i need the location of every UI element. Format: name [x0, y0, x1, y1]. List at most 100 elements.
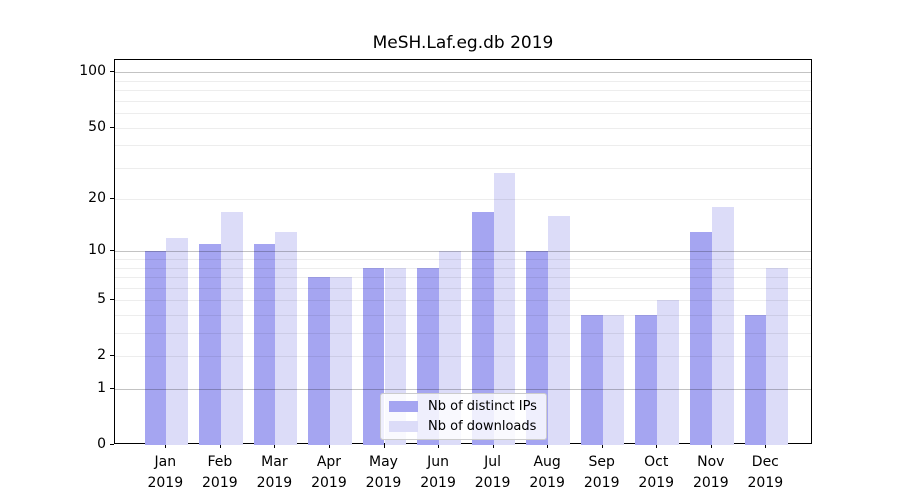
- gridline-5: [115, 300, 811, 302]
- x-label-nov: Nov 2019: [693, 452, 729, 494]
- x-label-year: 2019: [747, 475, 784, 491]
- x-label-month: Dec: [751, 454, 779, 470]
- bar-nb-of-downloads-feb: [220, 211, 243, 445]
- y-tick-label-50: 50: [88, 118, 106, 135]
- bar-nb-of-distinct-ips-dec: [744, 315, 767, 445]
- bar-nb-of-distinct-ips-oct: [635, 315, 658, 445]
- x-tick-jun: [438, 444, 440, 448]
- x-tick-jan: [165, 444, 167, 448]
- y-tick-label-0: 0: [97, 436, 106, 452]
- x-label-dec: Dec 2019: [748, 452, 784, 494]
- x-tick-nov: [710, 444, 712, 448]
- x-label-jun: Jun 2019: [420, 452, 456, 494]
- gridline-2: [115, 356, 811, 358]
- gridline-6: [115, 287, 811, 289]
- bar-nb-of-distinct-ips-mar: [253, 244, 276, 445]
- legend-label-nb-of-downloads: Nb of downloads: [428, 419, 537, 434]
- y-tick-label-2: 2: [97, 347, 106, 364]
- x-label-may: May 2019: [366, 452, 402, 494]
- bar-nb-of-distinct-ips-jul: [471, 211, 494, 445]
- gridline-20: [115, 199, 811, 201]
- gridline-1: [115, 389, 811, 391]
- bar-nb-of-downloads-jan: [166, 237, 189, 445]
- y-tick-label-10: 10: [88, 242, 106, 259]
- x-tick-mar: [274, 444, 276, 448]
- x-tick-oct: [656, 444, 658, 448]
- x-tick-aug: [547, 444, 549, 448]
- y-tick-label-1: 1: [97, 380, 106, 397]
- grid-layer: [115, 60, 811, 443]
- bar-nb-of-distinct-ips-nov: [690, 231, 712, 445]
- legend-label-nb-of-distinct-ips: Nb of distinct IPs: [428, 399, 537, 414]
- x-label-year: 2019: [638, 475, 675, 491]
- gridline-70: [115, 100, 811, 102]
- gridline-100: [115, 72, 811, 74]
- x-label-month: Jun: [427, 454, 449, 470]
- x-label-month: May: [369, 454, 398, 470]
- gridline-3: [115, 333, 811, 335]
- gridline-10: [115, 251, 811, 253]
- y-tick-5: [110, 299, 114, 301]
- x-label-mar: Mar 2019: [257, 452, 293, 494]
- x-label-year: 2019: [147, 475, 184, 491]
- x-label-year: 2019: [365, 475, 402, 491]
- bar-nb-of-downloads-apr: [329, 277, 352, 445]
- x-label-year: 2019: [311, 475, 347, 491]
- gridline-40: [115, 145, 811, 147]
- gridline-90: [115, 80, 811, 82]
- legend-swatch-nb-of-distinct-ips: [389, 401, 418, 412]
- x-tick-feb: [219, 444, 221, 448]
- y-tick-0: [110, 444, 114, 445]
- x-label-year: 2019: [529, 475, 565, 491]
- y-tick-10: [110, 250, 114, 252]
- gridline-7: [115, 277, 811, 279]
- gridline-50: [115, 127, 811, 129]
- y-tick-1: [110, 388, 114, 390]
- y-tick-label-5: 5: [97, 291, 106, 308]
- x-label-month: Aug: [533, 454, 561, 470]
- x-label-year: 2019: [692, 475, 729, 491]
- bar-nb-of-distinct-ips-sep: [580, 315, 603, 445]
- legend-swatch-nb-of-downloads: [389, 421, 418, 432]
- x-label-year: 2019: [256, 475, 293, 491]
- x-label-month: Mar: [261, 454, 288, 470]
- x-label-month: Apr: [316, 454, 342, 470]
- bar-nb-of-downloads-aug: [548, 216, 570, 445]
- y-tick-100: [110, 71, 114, 73]
- gridline-4: [115, 315, 811, 317]
- x-label-apr: Apr 2019: [311, 452, 347, 494]
- x-label-jan: Jan 2019: [147, 452, 183, 494]
- x-tick-may: [383, 444, 385, 448]
- y-tick-2: [110, 355, 114, 357]
- x-label-year: 2019: [202, 475, 238, 491]
- y-tick-label-20: 20: [88, 190, 106, 207]
- y-tick-20: [110, 198, 114, 200]
- x-label-month: Oct: [644, 454, 669, 470]
- plot-area: Nb of distinct IPs Nb of downloads: [114, 59, 812, 445]
- x-tick-sep: [601, 444, 603, 448]
- gridline-80: [115, 90, 811, 92]
- bar-nb-of-distinct-ips-apr: [308, 277, 330, 445]
- x-label-month: Feb: [207, 454, 233, 470]
- x-label-year: 2019: [420, 475, 456, 491]
- chart-title: MeSH.Laf.eg.db 2019: [372, 33, 554, 53]
- x-label-feb: Feb 2019: [202, 452, 238, 494]
- gridline-8: [115, 267, 811, 269]
- legend-entry-nb-of-distinct-ips: Nb of distinct IPs: [389, 399, 537, 414]
- x-label-sep: Sep 2019: [584, 452, 620, 494]
- x-label-aug: Aug 2019: [529, 452, 565, 494]
- bar-nb-of-downloads-dec: [766, 267, 789, 445]
- legend-entry-nb-of-downloads: Nb of downloads: [389, 419, 537, 434]
- gridline-30: [115, 167, 811, 169]
- x-tick-jul: [492, 444, 494, 448]
- gridline-60: [115, 113, 811, 115]
- legend: Nb of distinct IPs Nb of downloads: [380, 393, 547, 440]
- x-label-year: 2019: [474, 475, 511, 491]
- bar-nb-of-distinct-ips-may: [362, 267, 385, 445]
- x-label-oct: Oct 2019: [638, 452, 674, 494]
- bar-nb-of-downloads-oct: [657, 300, 680, 445]
- bar-nb-of-downloads-jul: [493, 173, 516, 445]
- x-tick-apr: [328, 444, 330, 448]
- y-tick-50: [110, 126, 114, 128]
- bar-nb-of-downloads-nov: [711, 207, 734, 445]
